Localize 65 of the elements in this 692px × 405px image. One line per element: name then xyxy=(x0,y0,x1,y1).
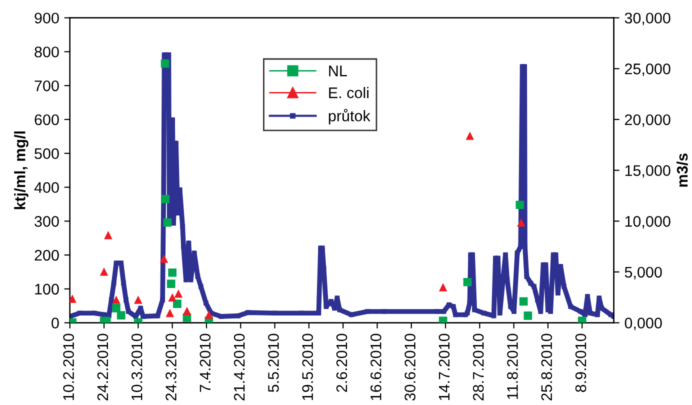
point xyxy=(100,267,108,276)
x-tick-label: 30.6.2010 xyxy=(404,334,416,401)
x-tick-label: 19.5.2010 xyxy=(302,334,314,400)
point xyxy=(516,200,524,210)
x-tick-label: 10.2.2010 xyxy=(63,334,74,400)
y2-tick-label: 20,000 xyxy=(624,114,670,127)
point xyxy=(161,194,170,204)
point xyxy=(112,296,120,304)
y2-tick-label: 25,000 xyxy=(624,64,670,76)
y-tick-label: 200 xyxy=(34,250,59,261)
point xyxy=(134,296,142,304)
y-tick-label: 100 xyxy=(35,284,59,295)
point xyxy=(438,283,448,292)
y-tick-label: 900 xyxy=(34,12,59,24)
point xyxy=(516,218,526,227)
point xyxy=(168,268,176,277)
x-tick-label: 24.3.2010 xyxy=(166,334,176,400)
point xyxy=(112,304,120,312)
point xyxy=(463,278,472,286)
y2-tick-label: 10,000 xyxy=(625,216,670,229)
y-tick-label: 600 xyxy=(34,114,59,126)
y-tick-label: 700 xyxy=(34,80,59,92)
point xyxy=(524,312,532,320)
point xyxy=(182,306,192,316)
legend-label: průtok xyxy=(328,108,370,124)
point xyxy=(160,254,168,263)
y-tick-label: 500 xyxy=(34,148,59,160)
y2-tick-label: 15,000 xyxy=(625,165,670,178)
point xyxy=(160,59,170,68)
x-tick-label: 28.7.2010 xyxy=(472,334,484,400)
y2-axis-title: m3/s xyxy=(676,154,688,187)
x-tick-label: 11.8.2010 xyxy=(507,334,518,399)
x-tick-label: 24.2.2010 xyxy=(97,334,108,400)
x-tick-label: 25.8.2010 xyxy=(541,334,552,400)
y2-tick-label: 30,000 xyxy=(624,12,670,26)
y2-tick-label: 5,000 xyxy=(624,266,662,280)
x-tick-label: 8.9.2010 xyxy=(575,334,586,392)
x-tick-label: 5.5.2010 xyxy=(268,334,279,392)
point xyxy=(204,310,214,319)
x-tick-label: 14.7.2010 xyxy=(438,334,450,400)
legend-label: E. coli xyxy=(329,86,368,98)
point xyxy=(166,308,174,318)
point xyxy=(104,230,112,240)
y-tick-label: 400 xyxy=(34,182,59,193)
point xyxy=(519,297,528,306)
y-tick-label: 300 xyxy=(34,216,59,227)
x-tick-label: 10.3.2010 xyxy=(131,334,142,400)
x-tick-label: 16.6.2010 xyxy=(370,334,382,400)
point xyxy=(438,316,448,323)
point xyxy=(578,316,586,323)
x-tick-label: 7.4.2010 xyxy=(200,334,211,392)
point xyxy=(166,280,176,288)
legend-label: NL xyxy=(329,66,347,76)
point xyxy=(173,300,182,308)
point xyxy=(466,132,474,140)
y-tick-label: 800 xyxy=(34,46,59,58)
point xyxy=(174,289,183,298)
y-axis-title: ktj/ml, mg/l xyxy=(14,131,28,210)
x-tick-label: 2.6.2010 xyxy=(336,334,348,392)
point xyxy=(116,311,126,320)
y-tick-label: 0 xyxy=(52,318,59,328)
y2-tick-label: 0,000 xyxy=(624,318,662,330)
x-tick-label: 21.4.2010 xyxy=(234,334,245,400)
point xyxy=(163,218,172,227)
point xyxy=(168,293,176,302)
